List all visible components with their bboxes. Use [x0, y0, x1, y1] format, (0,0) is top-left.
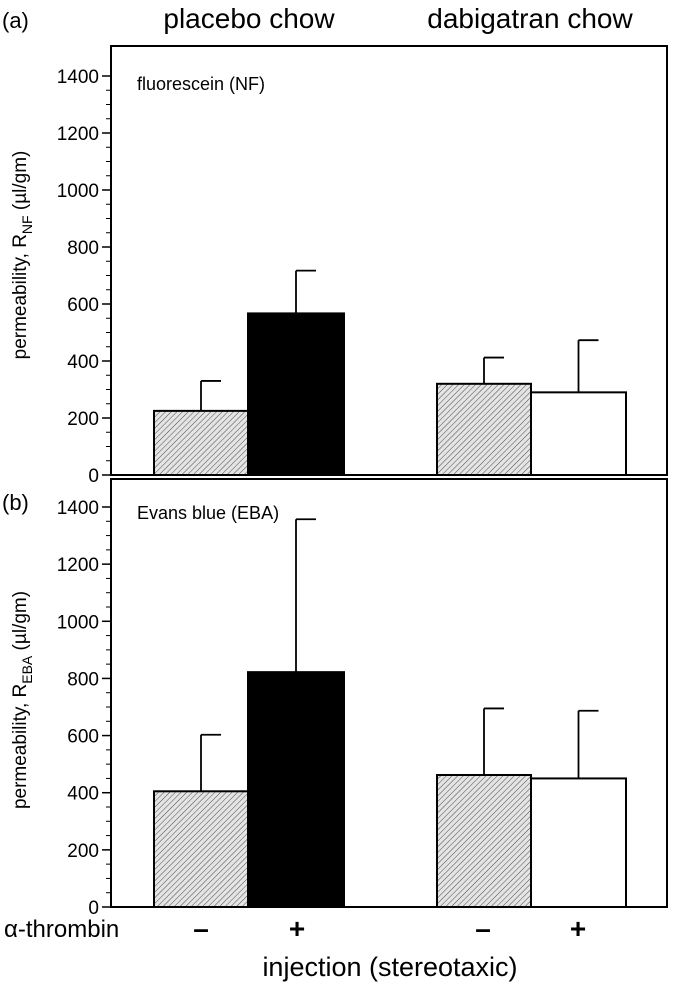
panel-a-ytick-label-800: 800: [67, 238, 99, 259]
panel-a-bar-dabigatran-no-thrombin: [436, 382, 532, 476]
treatment-label: α-thrombin: [4, 916, 119, 943]
panel-a-bar-dabigatran-thrombin: [530, 391, 627, 477]
panel-b-ytick-label-1000: 1000: [57, 612, 99, 633]
panel-a-axes: 0 200 400 600 800 1000 1200 1400: [57, 67, 111, 487]
treatment-mark-dabigatran-minus: –: [475, 913, 491, 944]
x-axis-label: injection (stereotaxic): [262, 952, 517, 982]
panel-b-bar-dabigatran-thrombin: [530, 777, 627, 909]
panel-a-ytick-label-1200: 1200: [57, 124, 99, 145]
group-label-dabigatran: dabigatran chow: [427, 3, 633, 34]
panel-a-ytick-label-0: 0: [88, 466, 99, 487]
panel-a-inset-title: fluorescein (NF): [137, 74, 265, 94]
panel-a-ytick-label-1400: 1400: [57, 67, 99, 88]
group-label-placebo: placebo chow: [163, 3, 335, 34]
panel-a-ytick-label-600: 600: [67, 295, 99, 316]
panel-a-bar-placebo-thrombin: [247, 312, 345, 476]
panel-b-ytick-label-200: 200: [67, 841, 99, 862]
panel-a-bars: [153, 269, 627, 477]
panel-b-ytick-label-600: 600: [67, 727, 99, 748]
panel-b-ytick-label-1200: 1200: [57, 555, 99, 576]
panel-b-bar-placebo-no-thrombin: [153, 790, 249, 908]
treatment-mark-placebo-plus: +: [289, 913, 305, 944]
panel-a-ytick-label-200: 200: [67, 409, 99, 430]
panel-a-ytick-label-400: 400: [67, 352, 99, 373]
panel-a-frame: [110, 45, 668, 476]
panel-b-inset-title: Evans blue (EBA): [137, 503, 279, 523]
panel-b-bars: [153, 518, 627, 909]
treatment-mark-placebo-minus: –: [193, 913, 209, 944]
panel-label-a: (a): [2, 8, 29, 33]
panel-a-ytick-label-1000: 1000: [57, 181, 99, 202]
panel-b-ylabel: permeability, REBA (µl/gm): [10, 591, 35, 809]
panel-b-axes: 0 200 400 600 800 1000 1200 1400: [57, 498, 111, 919]
panel-b-ytick-label-0: 0: [88, 898, 99, 919]
panel-label-b: (b): [2, 490, 29, 515]
panel-b-ytick-label-800: 800: [67, 669, 99, 690]
panel-a-ylabel: permeability, RNF (µl/gm): [10, 151, 35, 360]
panel-b-bar-placebo-thrombin: [247, 671, 345, 909]
panel-a-bar-placebo-no-thrombin: [153, 409, 249, 476]
panel-b-ytick-label-1400: 1400: [57, 498, 99, 519]
panel-b-ytick-label-400: 400: [67, 784, 99, 805]
treatment-mark-dabigatran-plus: +: [570, 913, 586, 944]
panel-b-bar-dabigatran-no-thrombin: [436, 774, 532, 908]
